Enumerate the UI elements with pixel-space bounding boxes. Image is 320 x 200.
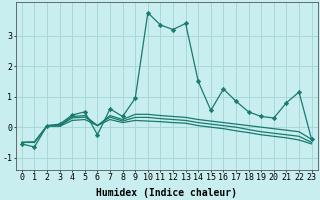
X-axis label: Humidex (Indice chaleur): Humidex (Indice chaleur)	[96, 188, 237, 198]
